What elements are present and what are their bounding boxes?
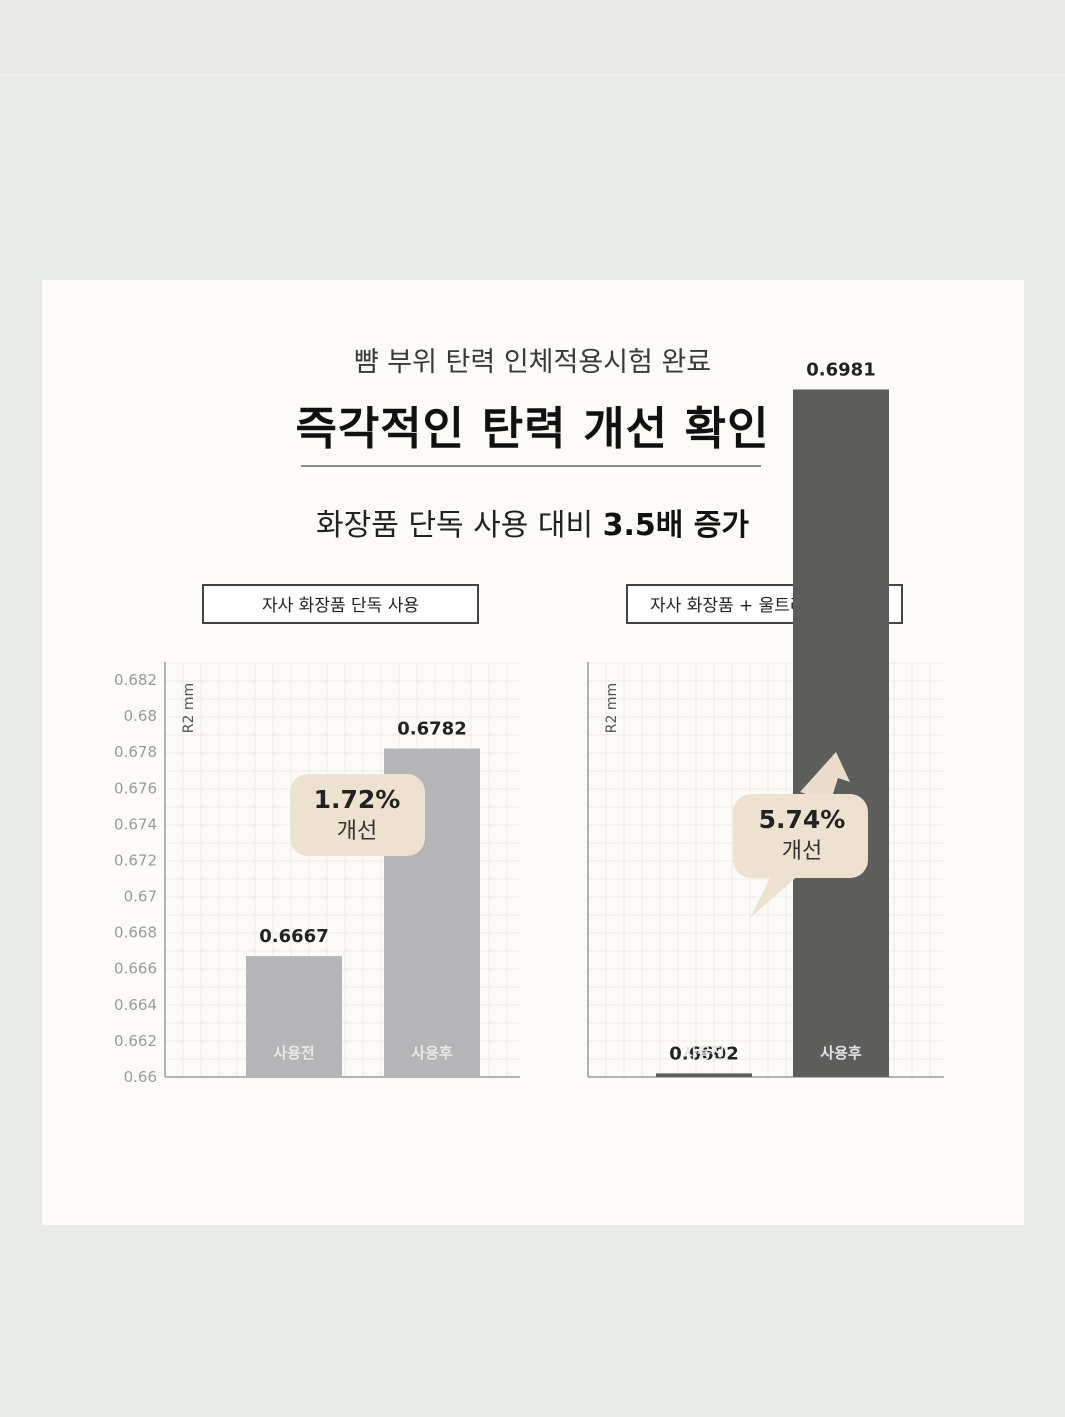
improvement-value: 5.74%: [759, 805, 846, 834]
top-bar: [0, 0, 1065, 76]
bar-value-label: 0.6667: [259, 926, 328, 947]
y-tick-label: 0.676: [114, 779, 157, 797]
y-tick-label: 0.668: [114, 924, 157, 942]
left-chart-title: 자사 화장품 단독 사용: [202, 584, 479, 624]
improvement-label: 개선: [337, 819, 377, 844]
bar-value-label: 0.6981: [806, 359, 875, 380]
improvement-badge: [733, 794, 868, 878]
badge-pointer: [750, 874, 800, 918]
page-subtitle: 뺨 부위 탄력 인체적용시험 완료: [353, 347, 712, 378]
bar-value-label: 0.6782: [397, 719, 466, 740]
up-arrow-icon: [800, 752, 850, 816]
y-tick-label: 0.664: [114, 996, 157, 1014]
y-axis-label: R2 mm: [181, 683, 197, 733]
y-tick-label: 0.666: [114, 960, 157, 978]
improvement-label: 개선: [782, 839, 822, 864]
y-tick-label: 0.66: [124, 1068, 157, 1086]
bar-after: [793, 389, 889, 1078]
bar-category-label: 사용전: [683, 1044, 724, 1062]
bar-category-label: 사용전: [273, 1044, 314, 1062]
y-tick-label: 0.682: [114, 671, 157, 689]
tagline-highlight: 3.5배 증가: [602, 508, 749, 543]
page-title: 즉각적인 탄력 개선 확인: [295, 402, 770, 455]
y-tick-label: 0.674: [114, 815, 157, 833]
improvement-badge: [290, 774, 425, 856]
bar-before: [246, 956, 342, 1077]
y-tick-label: 0.68: [124, 707, 157, 725]
bar-category-label: 사용후: [820, 1044, 862, 1062]
improvement-value: 1.72%: [314, 785, 401, 814]
bar-value-label: 0.6602: [669, 1043, 738, 1064]
y-tick-label: 0.672: [114, 851, 157, 869]
y-tick-label: 0.662: [114, 1032, 157, 1050]
y-tick-label: 0.678: [114, 743, 157, 761]
bar-category-label: 사용후: [411, 1044, 453, 1062]
tagline: 화장품 단독 사용 대비 3.5배 증가: [0, 500, 1065, 544]
title-divider: [301, 465, 761, 467]
y-axis-label: R2 mm: [604, 683, 620, 733]
bar-before: [656, 1073, 752, 1077]
y-tick-label: 0.67: [124, 888, 157, 906]
tagline-prefix: 화장품 단독 사용 대비: [316, 508, 603, 543]
